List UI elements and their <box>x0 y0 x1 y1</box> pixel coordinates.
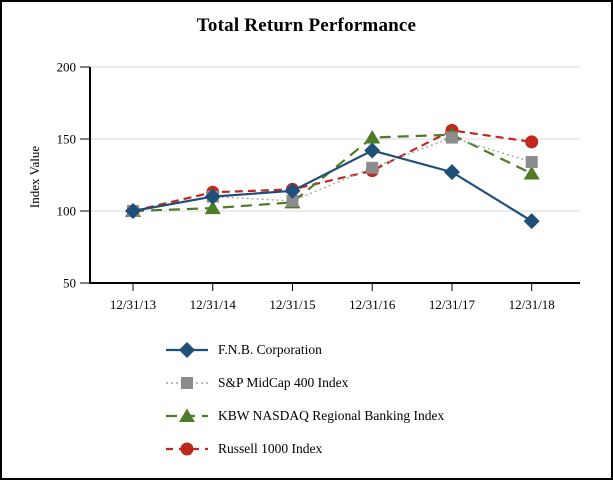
marker-diamond-icon <box>364 142 381 159</box>
x-tick-label: 12/31/15 <box>269 297 315 312</box>
legend-entry: S&P MidCap 400 Index <box>165 366 444 399</box>
x-tick-label: 12/31/16 <box>349 297 396 312</box>
marker-square-icon <box>366 161 379 174</box>
chart-legend: F.N.B. Corporation S&P MidCap 400 Index KB… <box>165 333 444 465</box>
marker-diamond-icon <box>204 188 221 205</box>
marker-square-icon <box>286 194 299 207</box>
chart-title: Total Return Performance <box>196 15 417 36</box>
x-tick-label: 12/31/14 <box>190 297 237 312</box>
series-line <box>132 149 533 223</box>
series-diamond <box>125 142 540 230</box>
marker-diamond-icon <box>125 203 141 219</box>
legend-swatch-square <box>166 376 208 389</box>
x-tick-label: 12/31/13 <box>110 297 156 312</box>
marker-triangle-icon <box>204 200 221 215</box>
legend-label: F.N.B. Corporation <box>218 341 322 357</box>
legend-swatch-diamond <box>166 341 208 358</box>
x-tick-label: 12/31/18 <box>509 297 555 312</box>
legend-entry: F.N.B. Corporation <box>165 333 444 366</box>
marker-diamond-icon <box>284 182 301 199</box>
x-tick-label: 12/31/17 <box>429 297 476 312</box>
y-tick-label: 100 <box>57 204 77 219</box>
marker-triangle-icon <box>364 130 381 144</box>
series-triangle <box>125 127 540 217</box>
marker-square-icon <box>525 156 538 169</box>
marker-diamond-icon <box>179 341 195 358</box>
y-tick-label: 50 <box>63 276 76 291</box>
marker-circle-icon <box>525 135 539 149</box>
series-line <box>132 129 532 213</box>
marker-diamond-icon <box>523 213 540 230</box>
marker-square-icon <box>181 376 193 389</box>
legend-swatch-triangle <box>166 408 208 422</box>
y-axis-title: Index Value <box>27 146 42 208</box>
legend-label: S&P MidCap 400 Index <box>218 374 349 390</box>
y-tick-label: 150 <box>57 132 77 147</box>
marker-triangle-icon <box>179 408 195 422</box>
marker-diamond-icon <box>443 164 460 181</box>
marker-triangle-icon <box>523 166 540 180</box>
marker-circle-icon <box>180 442 194 455</box>
marker-square-icon <box>445 131 458 144</box>
chart-plot-area: 50 100 150 200 12/31/13 12/31/14 12/31/15 12/31… <box>27 60 580 312</box>
y-tick-label: 200 <box>57 60 77 75</box>
series-line <box>132 136 532 212</box>
legend-entry: KBW NASDAQ Regional Banking Index <box>165 399 444 432</box>
series-square <box>127 131 538 217</box>
legend-entry: Russell 1000 Index <box>165 432 444 465</box>
legend-swatch-circle <box>166 442 208 455</box>
legend-label: Russell 1000 Index <box>218 440 323 456</box>
legend-label: KBW NASDAQ Regional Banking Index <box>218 407 445 423</box>
